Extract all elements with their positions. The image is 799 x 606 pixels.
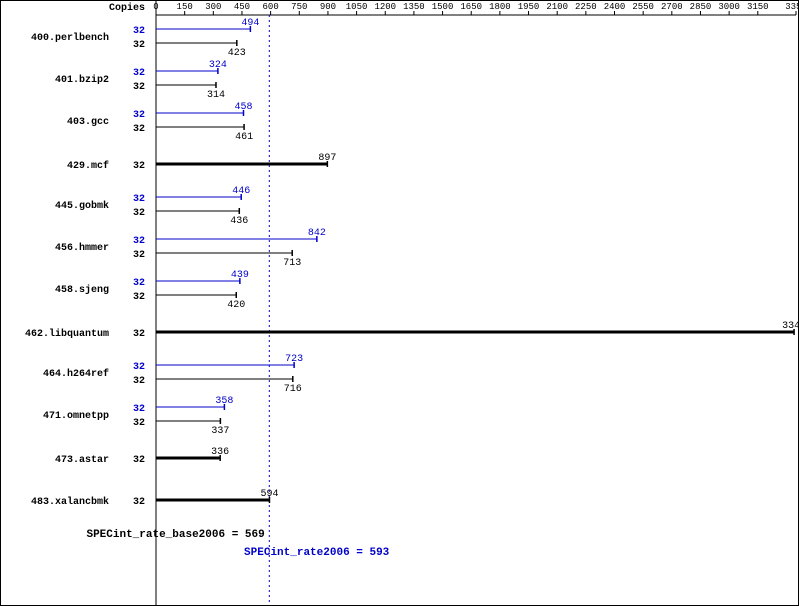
copies-label: 32 [133,26,145,37]
chart-svg: 0 150 300 450 600 750 900 1050 1200 1350 1500 1650 1… [1,1,798,605]
benchmark-name: 400.perlbench [31,32,109,44]
axis-tick-label: 2250 [575,2,597,12]
bar-value-label: 446 [232,186,250,197]
bar-value-label: 439 [231,270,249,281]
axis-tick-label: 1500 [432,2,454,12]
bar-value-label: 713 [283,258,301,269]
axis-tick-label: 0 [153,2,158,12]
benchmark-name: 462.libquantum [25,328,109,340]
axis-tick-label: 2700 [661,2,683,12]
axis-tick-label: 2100 [546,2,568,12]
axis-tick-label: 3350 [785,2,798,12]
axis-tick-label: 1350 [403,2,425,12]
bar-value-label: 897 [318,153,336,164]
axis-tick-label: 300 [205,2,221,12]
copies-label: 32 [133,40,145,51]
axis-tick-label: 1650 [460,2,482,12]
copies-label: 32 [133,362,145,373]
summary-base: SPECint_rate_base2006 = 569 [86,529,264,541]
bar-value-label: 494 [241,18,259,29]
copies-label: 32 [133,208,145,219]
copies-label: 32 [133,161,145,172]
benchmark-name: 445.gobmk [55,200,109,212]
axis-tick-label: 750 [291,2,307,12]
benchmark-name: 473.astar [55,455,109,466]
axis-tick-label: 2850 [690,2,712,12]
bar-value-label: 336 [211,447,229,458]
benchmark-name: 429.mcf [67,160,109,172]
axis-tick-label: 1950 [518,2,540,12]
axis-tick-label: 2550 [632,2,654,12]
axis-tick-label: 3000 [718,2,740,12]
axis-tick-label: 1200 [374,2,396,12]
axis-tick-label: 1050 [346,2,368,12]
copies-label: 32 [133,455,145,466]
bar-value-label: 458 [234,102,252,113]
copies-label: 32 [133,236,145,247]
copies-label: 32 [133,278,145,289]
bar-value-label: 594 [260,489,278,500]
bar-value-label: 420 [227,300,245,311]
bar-value-label: 723 [285,354,303,365]
benchmark-name: 401.bzip2 [55,74,109,86]
axis-tick-label: 900 [320,2,336,12]
benchmark-name: 456.hmmer [55,242,109,254]
copies-label: 32 [133,82,145,93]
bar-value-label: 423 [228,48,246,59]
axis-tick-label: 600 [263,2,279,12]
benchmark-name: 403.gcc [67,117,109,128]
copies-label: 32 [133,110,145,121]
copies-label: 32 [133,68,145,79]
bar-value-label: 436 [230,216,248,227]
copies-label: 32 [133,376,145,387]
bar-value-label: 3340 [782,321,798,332]
benchmark-name: 471.omnetpp [43,411,109,422]
copies-label: 32 [133,194,145,205]
bar-value-label: 324 [209,60,227,71]
benchmark-name: 483.xalancbmk [31,496,109,508]
axis-tick-label: 3150 [747,2,769,12]
bar-value-label: 842 [308,228,326,239]
axis-tick-label: 1800 [489,2,511,12]
axis-tick-label: 150 [177,2,193,12]
benchmark-name: 458.sjeng [55,284,109,296]
copies-label: 32 [133,497,145,508]
copies-label: 32 [133,418,145,429]
copies-label: 32 [133,124,145,135]
bar-value-label: 358 [215,396,233,407]
bar-value-label: 461 [235,132,253,143]
bar-value-label: 337 [211,426,229,437]
spec-rate-chart: 0 150 300 450 600 750 900 1050 1200 1350 1500 1650 1… [0,0,799,606]
axis-tick-label: 2400 [604,2,626,12]
axis-tick-label: 450 [234,2,250,12]
bar-value-label: 716 [284,384,302,395]
copies-header: Copies [109,2,145,14]
copies-label: 32 [133,404,145,415]
summary-peak: SPECint_rate2006 = 593 [244,547,390,559]
benchmark-name: 464.h264ref [43,368,109,380]
copies-label: 32 [133,329,145,340]
copies-label: 32 [133,292,145,303]
copies-label: 32 [133,250,145,261]
bar-value-label: 314 [207,90,225,101]
